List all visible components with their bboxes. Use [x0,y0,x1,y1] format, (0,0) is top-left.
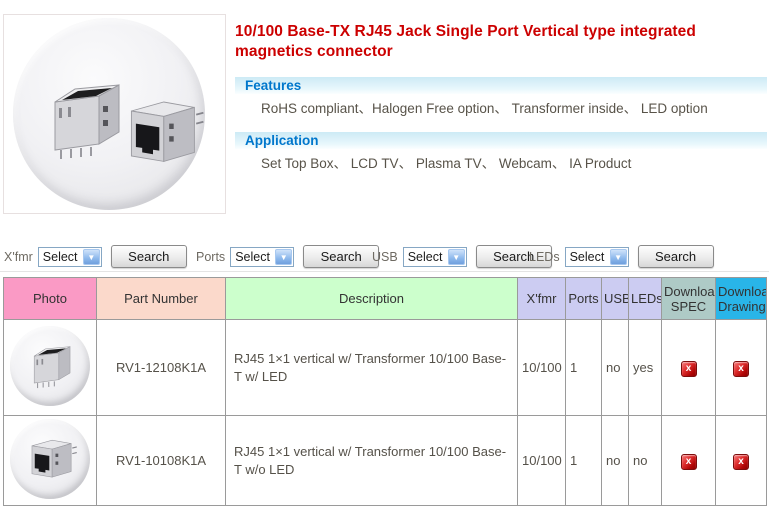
ports-select-value: Select [235,249,270,264]
chevron-down-icon[interactable]: ▼ [609,248,627,265]
leds-select[interactable]: Select ▼ [564,246,629,267]
chevron-down-icon[interactable]: ▼ [275,248,293,265]
download-spec-cell: x [661,319,716,416]
xfmr-select-value: Select [42,249,78,264]
download-spec-icon[interactable]: x [680,453,697,470]
leds-value: yes [628,319,662,416]
column-header-usb: USB [601,277,629,320]
usb-value: no [601,415,629,506]
product-photo-cell [3,415,97,506]
column-header-description: Description [225,277,518,320]
column-header-xfmr: X'fmr [517,277,566,320]
features-heading: Features [245,77,302,93]
divider [0,271,769,272]
description: RJ45 1×1 vertical w/ Transformer 10/100 … [225,415,518,506]
usb-select[interactable]: Select ▼ [402,246,467,267]
download-drawing-cell: x [715,319,767,416]
products-table: Photo Part Number Description X'fmr Port… [3,277,767,506]
rj45-connector-top-view-icon [33,346,71,389]
column-header-download-spec: Download SPEC [661,277,716,320]
leds-label: LEDs [529,249,560,264]
product-photo-main [13,18,205,210]
xfmr-search-button[interactable]: Search [110,245,187,268]
ports-label: Ports [196,249,226,264]
ports-search-button[interactable]: Search [303,245,380,268]
xfmr-value: 10/100 [517,415,566,506]
ports-value: 1 [565,319,602,416]
download-drawing-cell: x [715,415,767,506]
product-thumbnail [10,419,90,499]
features-section-bar: Features [235,76,767,94]
part-number: RV1-12108K1A [96,319,226,416]
page-title: 10/100 Base-TX RJ45 Jack Single Port Ver… [235,23,696,60]
xfmr-value: 10/100 [517,319,566,416]
search-group-usb: USB Select ▼ Search [372,245,552,268]
search-group-ports: Ports Select ▼ Search [196,245,380,268]
product-thumbnail [10,326,90,406]
table-header-row: Photo Part Number Description X'fmr Port… [3,277,767,320]
chevron-down-icon[interactable]: ▼ [447,248,465,265]
search-group-leds: LEDs Select ▼ Search [529,245,714,268]
part-number: RV1-10108K1A [96,415,226,506]
product-image-box [3,14,226,214]
usb-label: USB [372,249,398,264]
table-row: RV1-10108K1A RJ45 1×1 vertical w/ Transf… [3,415,767,506]
download-spec-icon[interactable]: x [680,360,697,377]
application-section-bar: Application [235,131,767,149]
column-header-part-number: Part Number [96,277,226,320]
leds-search-button[interactable]: Search [637,245,714,268]
description: RJ45 1×1 vertical w/ Transformer 10/100 … [225,319,518,416]
column-header-download-drawing: Download Drawing [715,277,767,320]
usb-value: no [601,319,629,416]
application-heading: Application [245,132,319,148]
rj45-connector-top-view-icon [54,84,120,159]
xfmr-label: X'fmr [4,249,33,264]
table-row: RV1-12108K1A RJ45 1×1 vertical w/ Transf… [3,319,767,416]
ports-select[interactable]: Select ▼ [230,246,295,267]
product-photo-cell [3,319,97,416]
xfmr-select[interactable]: Select ▼ [37,246,102,267]
download-spec-cell: x [661,415,716,506]
download-drawing-icon[interactable]: x [733,453,749,470]
ports-value: 1 [565,415,602,506]
download-drawing-icon[interactable]: x [733,360,749,377]
leds-select-value: Select [569,249,605,264]
features-text: RoHS compliant、Halogen Free option、 Tran… [261,100,708,116]
rj45-connector-front-view-icon [130,101,204,163]
usb-select-value: Select [407,249,443,264]
column-header-photo: Photo [3,277,97,320]
leds-value: no [628,415,662,506]
column-header-ports: Ports [565,277,602,320]
usb-search-button[interactable]: Search [475,245,552,268]
search-group-xfmr: X'fmr Select ▼ Search [4,245,187,268]
application-text: Set Top Box、 LCD TV、 Plasma TV、 Webcam、 … [261,155,632,171]
search-toolbar: X'fmr Select ▼ Search Ports Select ▼ Sea… [0,245,769,271]
chevron-down-icon[interactable]: ▼ [82,248,100,265]
column-header-leds: LEDs [628,277,662,320]
rj45-connector-front-view-icon [31,439,77,478]
